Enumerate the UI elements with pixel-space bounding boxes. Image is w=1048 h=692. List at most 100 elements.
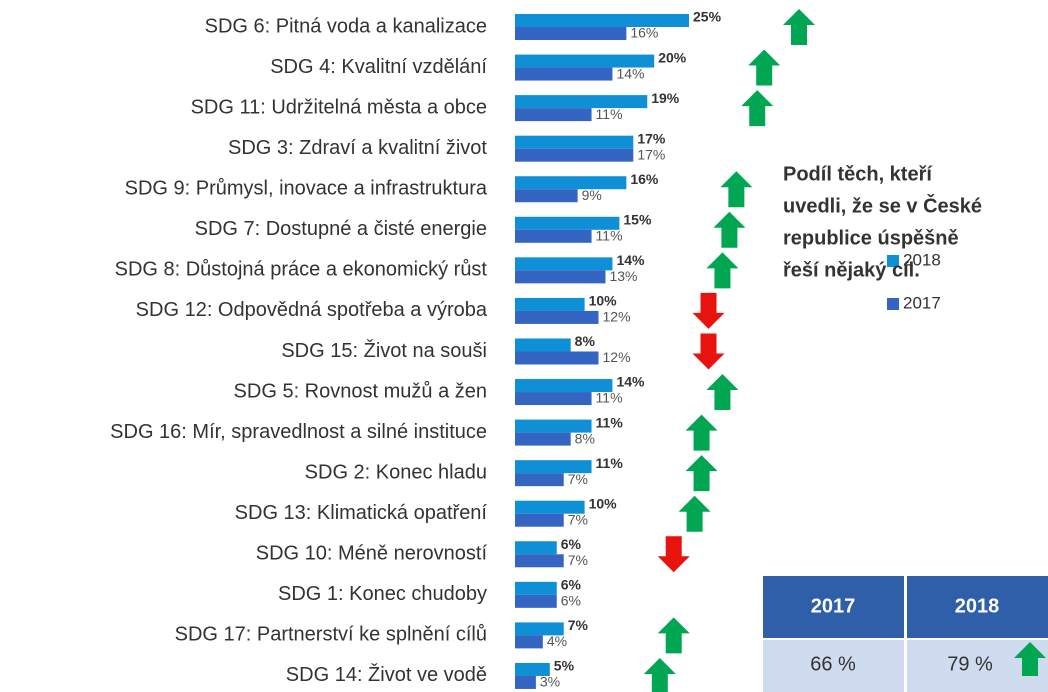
- bar: [515, 135, 634, 149]
- category-label: SDG 5: Rovnost mužů a žen: [234, 380, 487, 402]
- bar: [515, 14, 689, 27]
- value-label-2018: 19%: [651, 90, 680, 106]
- bar: [515, 460, 592, 474]
- value-label-2018: 11%: [596, 414, 624, 430]
- category-label: SDG 9: Průmysl, inovace a infrastruktura: [125, 178, 488, 200]
- category-label: SDG 17: Partnerství ke splnění cílů: [175, 624, 487, 646]
- bar: [515, 554, 564, 568]
- bar: [515, 473, 564, 487]
- table-value: 79 %: [947, 653, 993, 675]
- down-arrow: [657, 536, 690, 573]
- bar: [515, 270, 606, 284]
- up-arrow: [685, 455, 718, 492]
- table-header: 2017: [811, 595, 856, 617]
- category-label: SDG 6: Pitná voda a kanalizace: [205, 15, 487, 37]
- value-label-2017: 7%: [568, 552, 588, 568]
- bar: [515, 392, 592, 406]
- legend-swatch: [887, 255, 899, 267]
- value-label-2018: 15%: [623, 212, 652, 228]
- bar: [515, 257, 613, 271]
- bar: [515, 581, 557, 595]
- up-arrow: [783, 9, 815, 45]
- value-label-2017: 6%: [561, 593, 581, 609]
- value-label-2018: 14%: [616, 252, 645, 268]
- up-arrow: [685, 414, 718, 451]
- value-label-2018: 6%: [561, 536, 582, 552]
- value-label-2017: 7%: [568, 471, 588, 487]
- bar: [515, 189, 578, 203]
- up-arrow: [657, 617, 690, 654]
- up-arrow: [678, 495, 711, 532]
- bar: [515, 622, 564, 636]
- bar: [515, 432, 571, 446]
- value-label-2018: 8%: [575, 333, 596, 349]
- bar: [515, 662, 550, 676]
- value-label-2018: 17%: [637, 130, 666, 146]
- value-label-2018: 14%: [616, 374, 645, 390]
- bar: [515, 95, 648, 109]
- bar: [515, 351, 599, 365]
- bar: [515, 54, 655, 68]
- legend-label: 2018: [903, 250, 941, 269]
- value-label-2017: 12%: [603, 309, 631, 325]
- up-arrow: [643, 657, 676, 692]
- category-label: SDG 11: Udržitelná města a obce: [191, 96, 487, 118]
- bar: [515, 594, 557, 608]
- category-label: SDG 14: Život ve vodě: [286, 663, 487, 686]
- bar: [515, 297, 585, 311]
- bar: [515, 310, 599, 324]
- value-label-2017: 16%: [630, 25, 658, 41]
- value-label-2017: 13%: [609, 268, 637, 284]
- up-arrow: [1014, 642, 1046, 676]
- category-label: SDG 16: Mír, spravedlnost a silné instit…: [110, 421, 487, 443]
- bar: [515, 67, 613, 81]
- value-label-2017: 3%: [540, 674, 560, 690]
- down-arrow: [692, 292, 725, 329]
- value-label-2018: 6%: [561, 577, 582, 593]
- category-label: SDG 1: Konec chudoby: [278, 583, 487, 605]
- up-arrow: [741, 90, 774, 127]
- up-arrow: [720, 171, 753, 208]
- bar: [515, 675, 536, 689]
- value-label-2018: 10%: [589, 495, 618, 511]
- bar: [515, 148, 634, 162]
- note-line: uvedli, že se v České: [783, 193, 982, 217]
- category-label: SDG 10: Méně nerovností: [256, 543, 488, 565]
- table-cell: [763, 640, 904, 692]
- bar: [515, 108, 592, 122]
- value-label-2017: 17%: [637, 146, 665, 162]
- note-line: řeší nějaký cíl.: [783, 259, 920, 281]
- up-arrow: [713, 211, 746, 248]
- table-header-cell: [907, 576, 1048, 638]
- bar: [515, 635, 543, 649]
- value-label-2017: 11%: [596, 390, 623, 406]
- category-label: SDG 12: Odpovědná spotřeba a výroba: [136, 299, 488, 321]
- category-label: SDG 7: Dostupné a čisté energie: [195, 218, 487, 240]
- value-label-2018: 11%: [596, 455, 624, 471]
- bar: [515, 176, 627, 190]
- note-line: republice úspěšně: [783, 227, 959, 249]
- value-label-2018: 5%: [554, 658, 575, 674]
- up-arrow: [706, 374, 739, 411]
- bar: [515, 419, 592, 433]
- category-label: SDG 8: Důstojná práce a ekonomický růst: [115, 259, 488, 281]
- value-label-2017: 7%: [568, 511, 588, 527]
- bar: [515, 27, 627, 40]
- category-label: SDG 15: Život na souši: [281, 339, 487, 362]
- bar: [515, 513, 564, 527]
- bar: [515, 379, 613, 393]
- category-label: SDG 13: Klimatická opatření: [235, 502, 488, 524]
- table-header: 2018: [955, 595, 1000, 617]
- legend-label: 2017: [903, 293, 941, 312]
- bar: [515, 338, 571, 352]
- value-label-2017: 11%: [596, 228, 623, 244]
- up-arrow: [748, 49, 781, 86]
- value-label-2018: 7%: [568, 617, 589, 633]
- bar: [515, 541, 557, 555]
- category-label: SDG 2: Konec hladu: [305, 461, 487, 483]
- down-arrow: [692, 333, 725, 370]
- up-arrow: [706, 252, 739, 289]
- legend-swatch: [887, 298, 899, 310]
- value-label-2018: 20%: [658, 49, 687, 65]
